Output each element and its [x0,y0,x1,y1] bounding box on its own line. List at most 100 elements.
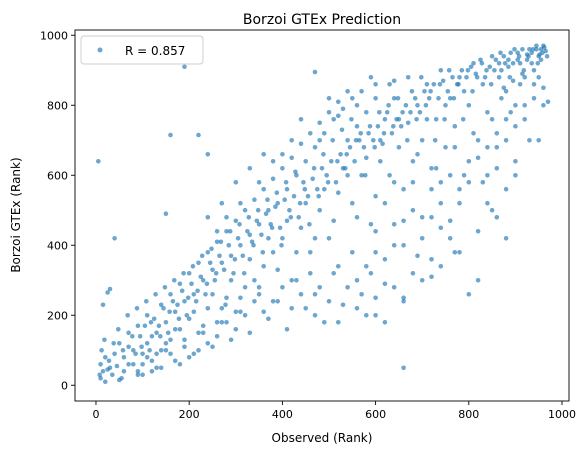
data-point [510,61,516,66]
data-point [336,190,341,195]
data-point [268,222,274,227]
data-point [175,302,180,308]
y-axis-ticks: 0 200 400 600 800 1000 [40,29,75,392]
data-point [426,96,432,101]
data-point [270,299,276,304]
data-point [140,351,145,357]
data-point [133,351,138,357]
data-point [364,110,369,115]
data-point [364,155,369,161]
data-point [350,250,355,255]
data-point [401,243,406,248]
data-point [210,344,215,350]
data-point [213,271,219,276]
data-point [515,57,520,63]
data-point [340,302,346,308]
points-layer [96,43,551,385]
data-point [214,229,220,234]
data-point [147,348,152,353]
data-point [452,124,458,129]
data-point [537,52,542,57]
data-point [438,264,444,269]
data-point [172,278,177,283]
data-point [452,145,458,150]
data-point [223,302,228,308]
data-point [419,138,425,143]
data-point [531,82,537,87]
data-point [205,152,211,157]
data-point [431,82,437,87]
data-point [322,131,327,136]
data-point [470,89,475,94]
data-point [475,229,481,234]
data-point [501,54,507,59]
data-point [433,166,439,171]
data-point [325,180,331,185]
data-point [205,250,211,255]
y-axis-label: Borzoi GTEx (Rank) [9,157,23,272]
data-point [347,145,353,150]
data-point [349,117,354,122]
data-point [521,68,527,73]
data-point [312,292,318,297]
data-point [144,313,150,318]
data-point [210,292,215,297]
data-point [240,253,246,259]
data-point [401,218,406,224]
data-point [261,186,267,192]
data-point [233,309,239,315]
data-point [492,68,497,73]
data-point [291,193,297,199]
data-point [479,61,485,66]
data-point [154,351,159,357]
data-point [536,138,541,143]
data-point [214,320,220,325]
data-point [237,222,242,227]
data-point [316,193,322,199]
data-point [471,61,476,66]
data-point [473,71,479,77]
data-point [144,341,150,346]
data-point [311,166,317,171]
data-point [238,200,243,206]
data-point [297,200,303,206]
data-point [99,348,104,353]
data-point [287,207,292,213]
x-tick-label: 600 [365,408,386,421]
data-point [238,243,243,248]
data-point [193,299,199,304]
x-tick-label: 200 [179,408,200,421]
data-point [103,355,108,360]
data-point [475,138,481,143]
data-point [450,75,455,80]
data-point [410,159,416,164]
data-point [499,68,504,73]
data-point [182,299,187,304]
data-point [261,264,267,269]
data-point [372,145,378,150]
data-point [350,200,355,206]
data-point [168,351,173,357]
data-point [219,306,225,311]
data-point [489,117,495,122]
data-point [494,145,500,150]
data-point [312,69,318,75]
data-point [400,110,405,115]
data-point [275,299,281,304]
data-point [204,281,210,287]
data-point [294,250,299,255]
data-point [114,363,120,369]
data-point [255,207,261,213]
data-point [242,207,248,213]
data-point [515,50,520,56]
data-point [142,323,148,329]
data-point [200,278,206,283]
data-point [412,96,418,101]
data-point [364,264,369,269]
data-point [137,334,143,339]
data-point [308,131,313,136]
data-point [513,173,518,178]
data-point [196,330,201,336]
data-point [158,348,164,353]
data-point [345,173,350,178]
